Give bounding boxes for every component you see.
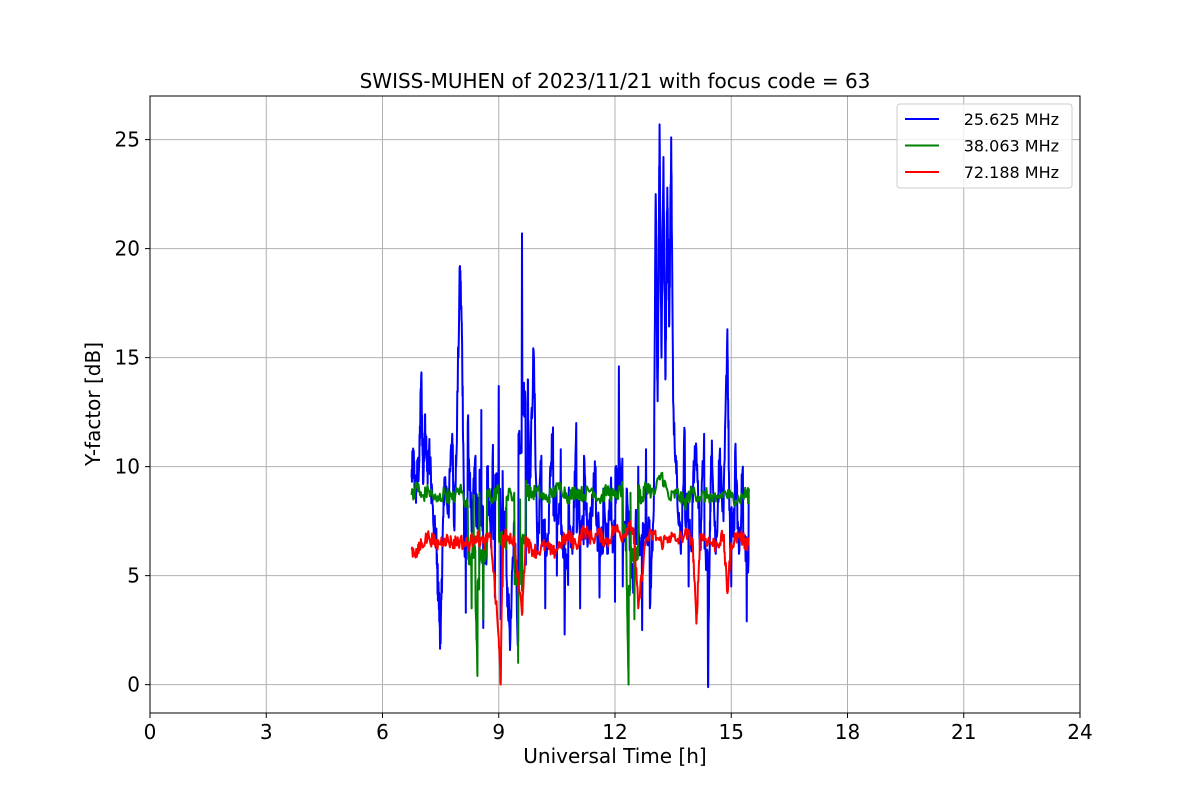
chart-title: SWISS-MUHEN of 2023/11/21 with focus cod…	[360, 69, 871, 93]
y-tick-label: 10	[115, 455, 140, 479]
legend: 25.625 MHz 38.063 MHz 72.188 MHz	[896, 103, 1073, 189]
y-tick-label: 25	[115, 128, 140, 152]
x-tick-label: 12	[602, 720, 627, 744]
legend-entry-2: 38.063 MHz	[964, 137, 1059, 156]
x-tick-label: 15	[719, 720, 744, 744]
x-tick-label: 21	[951, 720, 976, 744]
x-tick-label: 24	[1067, 720, 1092, 744]
x-tick-label: 3	[260, 720, 273, 744]
x-tick-label: 0	[144, 720, 157, 744]
series-line-3	[410, 520, 750, 686]
legend-entry-3: 72.188 MHz	[964, 163, 1059, 182]
y-tick-label: 15	[115, 346, 140, 370]
x-axis-label: Universal Time [h]	[523, 744, 706, 768]
series-line-2	[410, 471, 750, 686]
y-tick-label: 0	[127, 673, 140, 697]
y-tick-label: 20	[115, 237, 140, 261]
x-tick-label: 6	[376, 720, 389, 744]
x-tick-label: 18	[835, 720, 860, 744]
y-axis-label: Y-factor [dB]	[81, 342, 105, 467]
legend-entry-1: 25.625 MHz	[964, 110, 1059, 129]
series-layer	[410, 123, 750, 689]
axis-ticks: 0 3 6 9 12 15 18 21 24 0 5 10 15 20 25	[115, 128, 1093, 744]
y-tick-label: 5	[127, 564, 140, 588]
x-tick-label: 9	[492, 720, 505, 744]
legend-box	[896, 103, 1073, 189]
